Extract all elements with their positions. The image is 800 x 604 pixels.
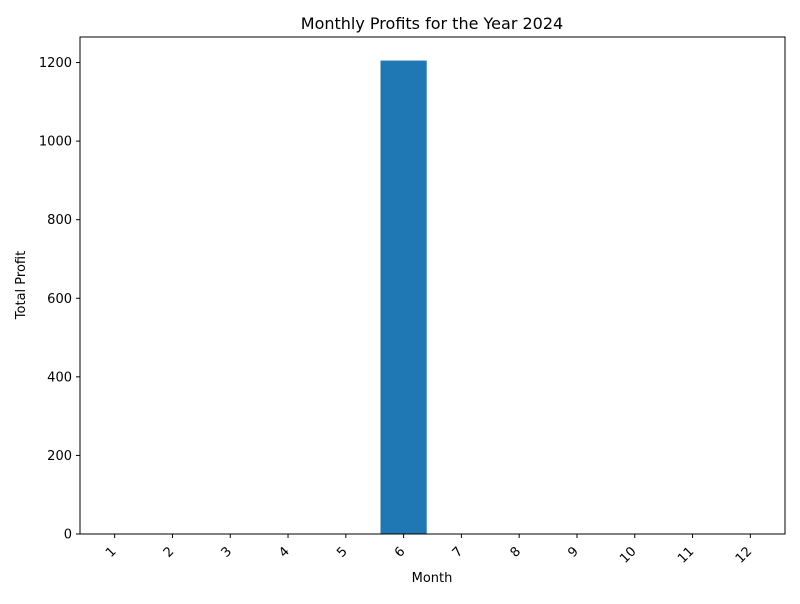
x-tick-label: 6 <box>392 544 408 560</box>
bars-layer <box>380 60 427 534</box>
y-tick-label: 1200 <box>39 56 72 71</box>
y-tick-label: 600 <box>47 292 72 307</box>
x-tick-label: 3 <box>219 544 235 560</box>
x-tick-label: 9 <box>565 544 581 560</box>
y-tick-label: 1000 <box>39 135 72 150</box>
y-tick-label: 400 <box>47 370 72 385</box>
bar-month-6 <box>380 60 427 534</box>
x-tick-label: 10 <box>617 544 639 566</box>
x-axis-label: Month <box>412 571 453 586</box>
y-tick-label: 200 <box>47 449 72 464</box>
y-axis-ticks: 0 200 400 600 800 1000 1200 <box>39 56 80 543</box>
plot-frame <box>79 36 786 535</box>
x-tick-label: 7 <box>450 544 466 560</box>
x-tick-label: 8 <box>508 544 524 560</box>
x-tick-label: 2 <box>161 544 177 560</box>
x-tick-label: 12 <box>733 544 755 566</box>
y-tick-label: 800 <box>47 213 72 228</box>
x-tick-label: 1 <box>103 544 119 560</box>
x-tick-label: 11 <box>675 544 697 566</box>
x-axis-ticks: 1 2 3 4 5 6 7 8 9 10 11 12 <box>103 534 755 567</box>
x-tick-label: 4 <box>276 544 292 560</box>
x-tick-label: 5 <box>334 544 350 560</box>
y-axis-label: Total Profit <box>14 251 29 320</box>
chart-title: Monthly Profits for the Year 2024 <box>301 14 563 33</box>
y-tick-label: 0 <box>64 528 72 543</box>
